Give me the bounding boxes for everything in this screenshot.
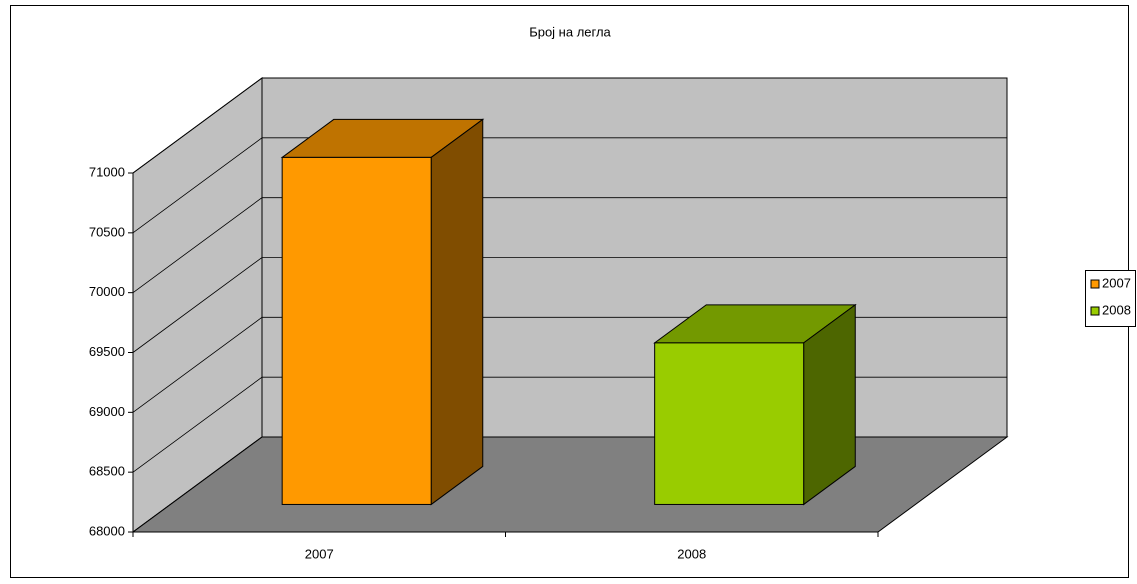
legend-label: 2007	[1102, 275, 1131, 290]
y-tick-label: 69000	[89, 404, 125, 419]
y-tick-label: 68000	[89, 523, 125, 538]
bar-side	[430, 118, 484, 506]
y-tick-label: 69500	[89, 344, 125, 359]
floor	[131, 436, 1009, 533]
x-tick-label: 2007	[305, 546, 334, 561]
x-tick-label: 2008	[677, 546, 706, 561]
grid-line	[132, 197, 1007, 293]
grid-line	[132, 137, 1007, 234]
y-tick-label: 71000	[89, 164, 125, 179]
y-tick-label: 68500	[89, 464, 125, 479]
chart-title: Број на легла	[529, 24, 611, 39]
legend-label: 2008	[1102, 302, 1131, 317]
bar	[281, 156, 432, 505]
legend-swatch	[1090, 279, 1100, 289]
y-tick-label: 70500	[89, 224, 125, 239]
legend-swatch	[1090, 306, 1100, 316]
grid-line	[132, 257, 1007, 353]
y-tick-label: 70000	[89, 284, 125, 299]
grid-line	[132, 77, 1007, 174]
bar	[654, 342, 805, 505]
